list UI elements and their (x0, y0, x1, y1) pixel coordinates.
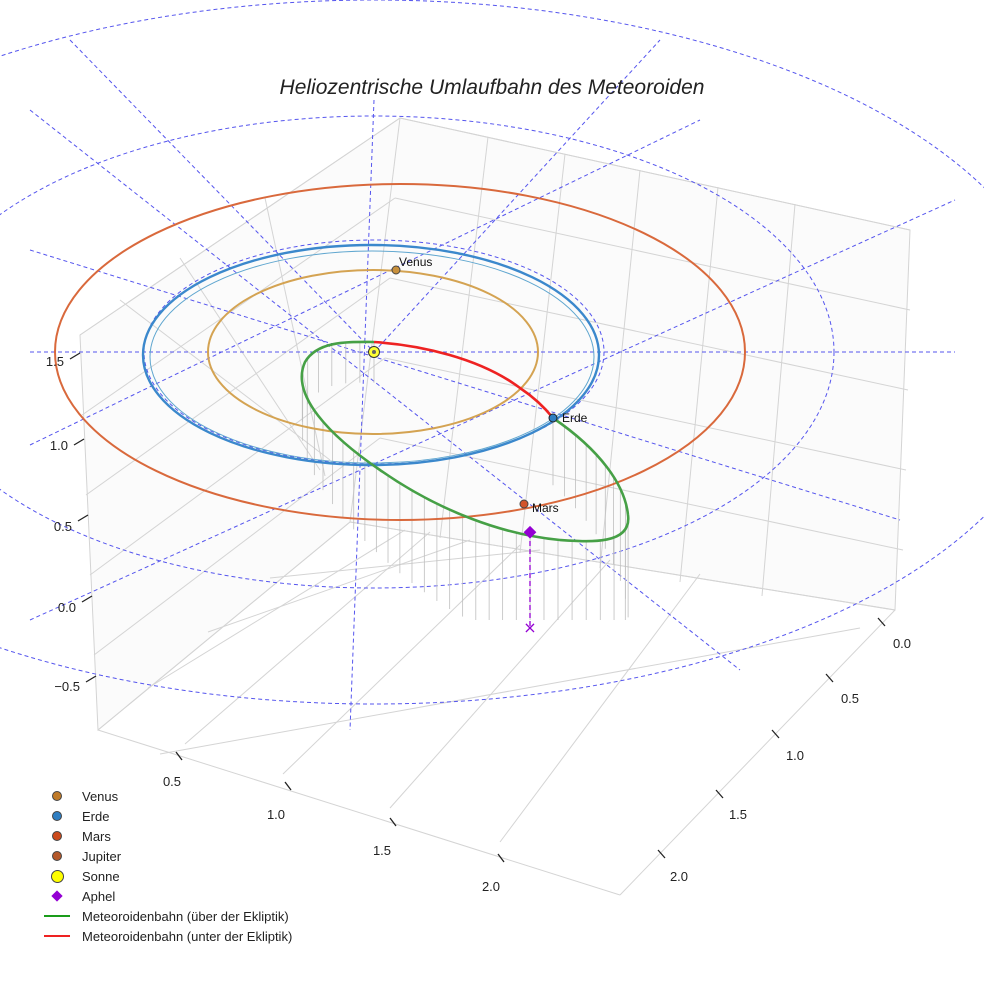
earth-label: Erde (562, 411, 588, 425)
legend-marker (50, 869, 64, 883)
mars-label: Mars (532, 501, 559, 515)
earth-marker (548, 413, 558, 423)
z-tick-label: 0.5 (54, 519, 72, 534)
legend-label: Jupiter (82, 848, 122, 864)
legend-label: Erde (82, 808, 110, 824)
legend-item-erde[interactable]: Erde (40, 806, 292, 826)
legend-label: Mars (82, 828, 111, 844)
meteoroid-orbit-above (300, 340, 630, 543)
sun-core (372, 350, 376, 354)
x-axis (175, 751, 505, 863)
y-tick-label: 1.0 (786, 748, 804, 763)
chart-title: Heliozentrische Umlaufbahn des Meteoroid… (280, 76, 705, 99)
venus-label: Venus (399, 255, 432, 269)
y-tick-label: 0.5 (841, 691, 859, 706)
z-tick-label: 1.0 (50, 438, 68, 453)
legend-marker (51, 890, 63, 902)
legend-item-aphel[interactable]: Aphel (40, 886, 292, 906)
legend-marker (52, 811, 62, 821)
y-tick-label: 2.0 (670, 869, 688, 884)
grid-back-wall (79, 117, 911, 896)
legend-marker (44, 915, 70, 917)
meteoroid-orbit-below (373, 340, 555, 419)
y-tick-label: 0.0 (893, 636, 911, 651)
legend-marker (52, 851, 62, 861)
z-tick-label: 0.0 (58, 600, 76, 615)
legend-item-orbit-above[interactable]: Meteoroidenbahn (über der Ekliptik) (40, 906, 292, 926)
legend-item-venus[interactable]: Venus (40, 786, 292, 806)
venus-orbit (207, 269, 539, 435)
aphel-projection-marker: × (523, 618, 536, 637)
mars-orbit (54, 183, 746, 521)
y-tick-label: 1.5 (729, 807, 747, 822)
legend-item-jupiter[interactable]: Jupiter (40, 846, 292, 866)
y-axis (657, 617, 886, 859)
orbit-droplines (301, 341, 629, 620)
legend-marker (52, 831, 62, 841)
legend-label: Meteoroidenbahn (unter der Ekliptik) (82, 928, 293, 944)
x-tick-label: 1.5 (373, 843, 391, 858)
legend-marker (52, 791, 62, 801)
legend-label: Venus (82, 788, 119, 804)
x-tick-label: 1.0 (267, 807, 285, 822)
legend: Venus Erde Mars Jupiter Sonne Aphel Mete… (40, 786, 292, 946)
z-axis (69, 352, 97, 683)
legend-label: Aphel (82, 888, 116, 904)
x-tick-label: 2.0 (482, 879, 500, 894)
z-tick-label: 1.5 (46, 354, 64, 369)
legend-marker (44, 935, 70, 937)
legend-item-orbit-below[interactable]: Meteoroidenbahn (unter der Ekliptik) (40, 926, 292, 946)
legend-item-sonne[interactable]: Sonne (40, 866, 292, 886)
legend-item-mars[interactable]: Mars (40, 826, 292, 846)
aphel-marker (523, 525, 537, 539)
legend-label: Sonne (82, 868, 120, 884)
mars-marker (519, 499, 529, 509)
venus-marker (391, 265, 401, 275)
legend-label: Meteoroidenbahn (über der Ekliptik) (82, 908, 289, 924)
x-tick-label: 0.5 (163, 774, 181, 789)
z-tick-label: −0.5 (54, 679, 80, 694)
